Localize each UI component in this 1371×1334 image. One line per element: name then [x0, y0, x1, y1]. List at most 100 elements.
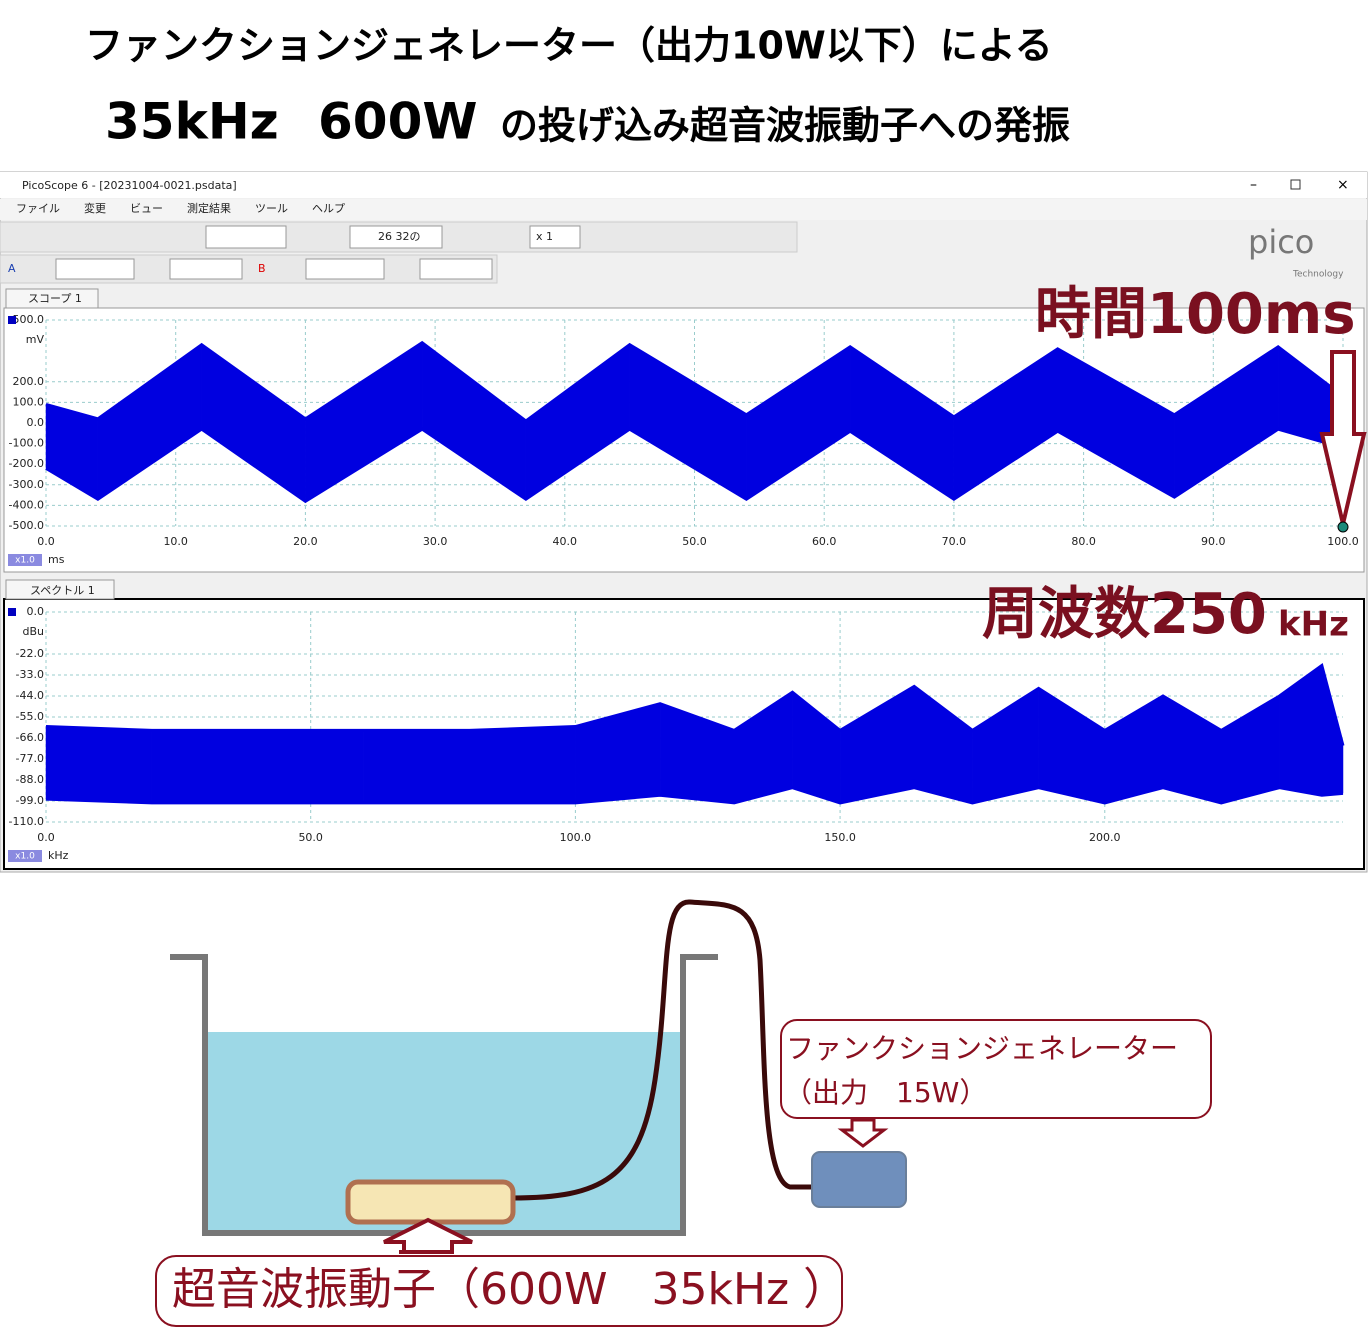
- dropdown[interactable]: [205, 225, 287, 249]
- zoom-badge: [8, 850, 42, 862]
- cursor: [1337, 521, 1349, 533]
- y-tick-label: -44.0: [16, 689, 44, 702]
- heading-2b: 600W: [318, 93, 478, 151]
- y-tick-label: -22.0: [16, 647, 44, 660]
- x-tick-label: 150.0: [824, 831, 856, 844]
- x-tick-label: 100.0: [1327, 535, 1359, 548]
- arrow: [383, 1217, 473, 1254]
- x-tick-label: 50.0: [682, 535, 707, 548]
- y-tick-label: -99.0: [16, 794, 44, 807]
- x-tick-label: 100.0: [560, 831, 592, 844]
- signal-band: [45, 726, 153, 804]
- logo: pico: [1248, 223, 1314, 261]
- x-tick-label: 50.0: [298, 831, 323, 844]
- close[interactable]: ×: [1337, 177, 1349, 193]
- x-tick-label: 10.0: [163, 535, 188, 548]
- heading-2a: 35kHz: [105, 93, 279, 151]
- label-box: [780, 1019, 1212, 1119]
- y-tick-label: -66.0: [16, 731, 44, 744]
- y-tick-label: -100.0: [9, 437, 44, 450]
- heading-1: ファンクションジェネレーター（出力10W以下）による: [85, 24, 1053, 68]
- tab[interactable]: [5, 579, 115, 600]
- y-tick-label: 0.0: [27, 605, 45, 618]
- dropdown[interactable]: [169, 258, 243, 280]
- signal-edge: [45, 427, 1344, 504]
- x-tick-label: 80.0: [1071, 535, 1096, 548]
- y-tick-label: -33.0: [16, 668, 44, 681]
- x-tick-label: 0.0: [37, 535, 55, 548]
- minimize[interactable]: –: [1250, 177, 1257, 193]
- annotation: kHz: [1278, 605, 1349, 645]
- channel-a[interactable]: A: [8, 262, 16, 275]
- signal-band: [363, 730, 470, 804]
- x-zoom: x1.0: [15, 556, 35, 566]
- transducer: [345, 1179, 516, 1225]
- logo-sub: Technology: [1292, 270, 1344, 280]
- menu-item[interactable]: ファイル: [16, 202, 60, 215]
- signal-edge: [45, 340, 1344, 423]
- channel-marker: [8, 316, 16, 324]
- y-tick-label: -200.0: [9, 457, 44, 470]
- title-bar: [0, 172, 1367, 198]
- generator-label: （出力 15W）: [784, 1076, 987, 1109]
- menu-item[interactable]: 測定結果: [187, 201, 231, 215]
- field-text: x 1: [536, 230, 553, 243]
- dropdown[interactable]: [55, 258, 135, 280]
- signal-edge: [45, 786, 1344, 805]
- cable: [511, 899, 812, 1201]
- y-unit: mV: [26, 333, 45, 346]
- field[interactable]: [529, 225, 581, 249]
- menu-item[interactable]: ツール: [255, 202, 288, 215]
- y-tick-label: 500.0: [13, 313, 45, 326]
- x-tick-label: 30.0: [423, 535, 448, 548]
- signal-band: [257, 730, 364, 804]
- arrow: [837, 1118, 889, 1148]
- annotation: 周波数250: [982, 582, 1267, 647]
- x-tick-label: 200.0: [1089, 831, 1121, 844]
- restore[interactable]: [1290, 179, 1301, 190]
- x-tick-label: 40.0: [553, 535, 578, 548]
- y-tick-label: -88.0: [16, 773, 44, 786]
- dropdown[interactable]: [419, 258, 493, 280]
- x-tick-label: 0.0: [37, 831, 55, 844]
- signal-band: [151, 730, 259, 804]
- signal-edge: [45, 662, 1345, 747]
- window-title: PicoScope 6 - [20231004-0021.psdata]: [22, 179, 237, 192]
- tab-label: スコープ 1: [28, 292, 82, 305]
- generator-label: ファンクションジェネレーター: [786, 1032, 1178, 1065]
- menu-bg: [0, 199, 1367, 220]
- dropdown[interactable]: [305, 258, 385, 280]
- annotation: 時間100ms: [1035, 282, 1356, 347]
- menu-item[interactable]: ビュー: [130, 202, 163, 215]
- generator: [811, 1151, 907, 1208]
- channel-b[interactable]: B: [258, 262, 266, 275]
- y-tick-label: -500.0: [9, 519, 44, 532]
- x-tick-label: 20.0: [293, 535, 318, 548]
- y-tick-label: -300.0: [9, 478, 44, 491]
- field-text: 26 32の: [378, 230, 421, 243]
- arrow: [1319, 350, 1367, 525]
- y-tick-label: -77.0: [16, 752, 44, 765]
- x-tick-label: 70.0: [942, 535, 967, 548]
- menu-bar: ファイル 変更 ビュー 測定結果 ツール ヘルプ: [0, 199, 1367, 220]
- plots: 0.0 10.0 20.0 30.0 40.0 50.0 60.0 70.0 80.0 90.0 1…: [8, 313, 1359, 862]
- channel-marker: [8, 608, 16, 616]
- zoom-badge: [8, 554, 42, 566]
- y-tick-label: 100.0: [13, 395, 45, 408]
- tab-label: スペクトル 1: [30, 584, 95, 597]
- y-tick-label: 200.0: [13, 375, 45, 388]
- x-unit: kHz: [48, 849, 69, 862]
- y-tick-label: 0.0: [27, 416, 45, 429]
- menu-item[interactable]: 変更: [84, 201, 106, 215]
- y-tick-label: -55.0: [16, 710, 44, 723]
- menu-item[interactable]: ヘルプ: [312, 202, 345, 215]
- field[interactable]: [349, 225, 443, 249]
- x-tick-label: 90.0: [1201, 535, 1226, 548]
- label-box: [155, 1255, 843, 1327]
- tab[interactable]: [5, 288, 99, 309]
- transducer-label: 超音波振動子（600W 35kHz ）: [172, 1264, 847, 1315]
- signal-band: [469, 726, 576, 804]
- x-tick-label: 60.0: [812, 535, 837, 548]
- x-zoom: x1.0: [15, 852, 35, 862]
